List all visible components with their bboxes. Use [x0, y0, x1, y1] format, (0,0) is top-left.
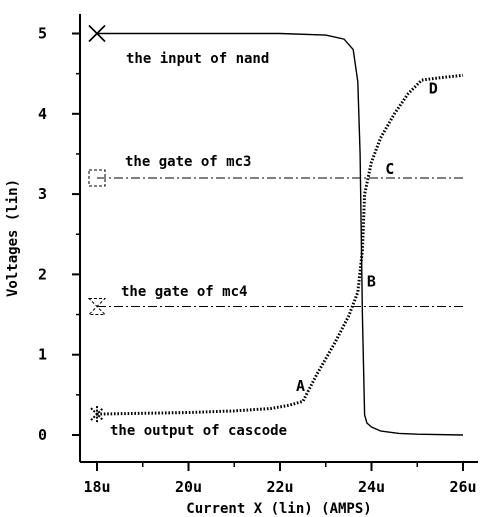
x-tick-label: 18u [83, 478, 110, 496]
series-line [96, 73, 464, 416]
series-marker [90, 406, 104, 423]
y-ticks: 0 1 2 3 4 5 [38, 25, 80, 444]
y-tick-label: 2 [38, 265, 47, 283]
x-tick-label: 20u [175, 478, 202, 496]
point-annotation: C [385, 160, 394, 178]
series-layer: the input of nand the gate of mc3 the gate… [87, 24, 464, 439]
series-label: the output of cascode [110, 423, 287, 439]
y-axis-label: Voltages (lin) [5, 179, 21, 297]
series: the gate of mc4 [87, 284, 463, 316]
point-annotation: A [296, 377, 305, 395]
series-label: the gate of mc4 [121, 284, 247, 300]
x-ticks: 18u 20u 22u 24u 26u [83, 462, 477, 496]
point-annotation: D [429, 80, 438, 98]
series-label: the input of nand [126, 51, 269, 67]
series-marker [88, 169, 106, 187]
series: the input of nand [88, 24, 464, 436]
series: the output of cascode [90, 73, 464, 439]
x-tick-label: 24u [358, 478, 385, 496]
axes [79, 14, 478, 463]
series-marker [87, 298, 107, 316]
y-tick-label: 3 [38, 185, 47, 203]
y-tick-label: 1 [38, 346, 47, 364]
series-label: the gate of mc3 [125, 154, 251, 170]
x-axis-label: Current X (lin) (AMPS) [186, 501, 371, 517]
annotation-layer: A B C D [296, 80, 438, 395]
series: the gate of mc3 [88, 154, 463, 187]
y-tick-label: 0 [38, 426, 47, 444]
series-marker [88, 24, 106, 43]
y-tick-label: 5 [38, 25, 47, 43]
y-tick-label: 4 [38, 105, 47, 123]
x-tick-label: 22u [266, 478, 293, 496]
series-line [97, 32, 464, 436]
point-annotation: B [367, 272, 376, 290]
x-tick-label: 26u [449, 478, 476, 496]
